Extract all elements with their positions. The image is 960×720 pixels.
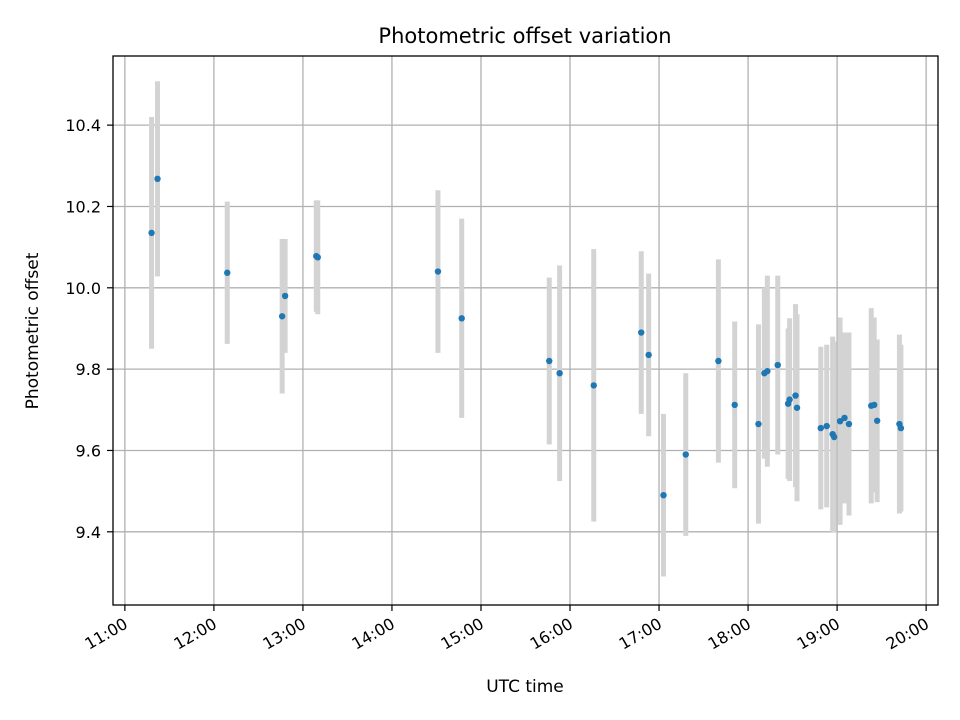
data-point [830,433,838,441]
chart-title: Photometric offset variation [378,24,671,48]
data-point [224,269,231,276]
data-point [148,229,155,237]
y-tick-label: 10.0 [65,279,101,298]
data-point [645,351,652,359]
grid-lines [113,56,938,605]
data-points [148,175,905,499]
data-point [434,268,442,275]
data-point [786,396,793,403]
data-point [792,392,799,399]
data-point [314,254,321,261]
data-point [682,451,689,458]
x-axis-label: UTC time [486,677,564,697]
data-point [546,357,553,365]
data-point [715,357,722,365]
y-tick-label: 9.4 [76,523,101,542]
y-tick-label: 10.4 [65,116,101,135]
data-point [755,420,762,428]
data-point [870,401,878,409]
data-point [823,422,830,430]
y-tick-label: 9.6 [76,441,101,460]
data-point [590,382,597,389]
data-point [841,414,848,422]
y-tick-label: 10.2 [65,197,101,216]
data-point [660,492,667,499]
plot-frame [112,55,939,606]
data-point [836,417,844,425]
data-point [793,404,801,411]
data-point [845,420,853,428]
data-point [731,401,738,409]
data-point [154,175,161,183]
data-point [278,313,286,320]
data-point [764,367,771,375]
data-point [774,361,781,369]
data-point [897,424,905,432]
y-tick-label: 9.8 [76,360,101,379]
y-axis-ticks: 9.4 9.6 9.8 10.0 10.2 10.4 [65,116,113,542]
data-point [281,292,289,300]
data-point [638,329,645,336]
y-axis-label: Photometric offset [23,252,43,409]
data-point [458,315,465,322]
data-point [873,417,881,424]
data-point [556,370,563,377]
data-point [817,424,824,432]
